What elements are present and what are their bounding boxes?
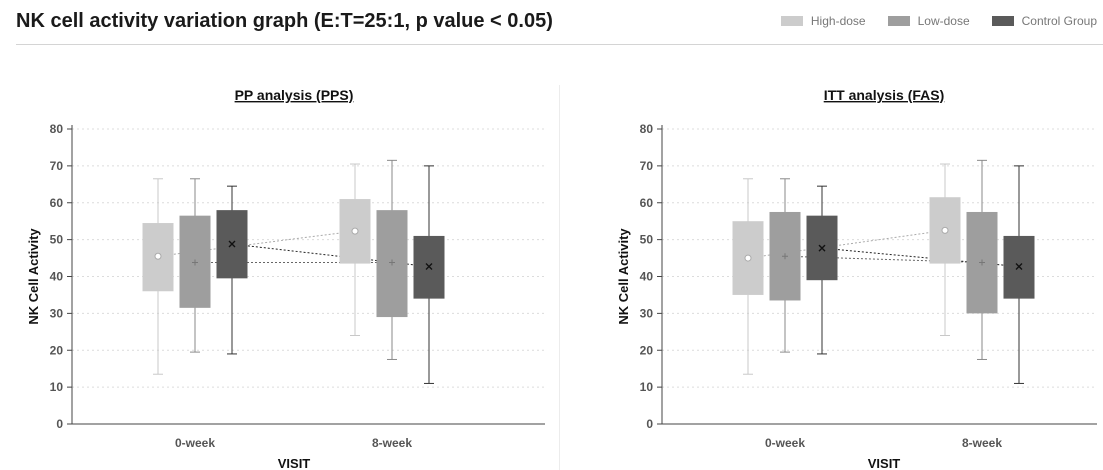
mean-marker-high-dose	[154, 252, 162, 260]
y-tick-label: 30	[640, 306, 654, 320]
y-tick-label: 60	[640, 196, 654, 210]
y-tick-label: 60	[50, 196, 64, 210]
legend-swatch-high-dose	[780, 16, 803, 26]
mean-marker-low-dose	[782, 253, 788, 260]
y-tick-label: 50	[640, 233, 654, 247]
y-tick-label: 40	[50, 270, 64, 284]
chart-panel-1: 0 10 20 30 40 50 60 70 80 PP analysis (PPS) NK Cel…	[26, 87, 545, 470]
mean-marker-control-group	[818, 244, 826, 252]
legend-swatch-control-group	[991, 16, 1014, 26]
mean-marker-high-dose	[351, 227, 359, 235]
mean-marker-high-dose	[941, 226, 949, 234]
x-axis-label: VISIT	[868, 456, 901, 470]
mean-marker-control-group	[425, 263, 433, 271]
mean-marker-control-group	[1015, 263, 1023, 271]
panel-title: PP analysis (PPS)	[235, 87, 354, 103]
legend-item-high-dose: High-dose	[780, 14, 866, 28]
x-tick-label: 8-week	[962, 436, 1002, 450]
mean-marker-control-group	[228, 240, 236, 248]
y-tick-label: 20	[50, 343, 64, 357]
x-tick-label: 0-week	[175, 436, 215, 450]
y-tick-label: 70	[50, 159, 64, 173]
mean-marker-high-dose	[744, 254, 752, 262]
panel-divider	[559, 85, 560, 470]
y-tick-label: 10	[640, 380, 654, 394]
legend-item-low-dose: Low-dose	[887, 14, 970, 28]
y-tick-label: 0	[646, 417, 653, 431]
panel-title: ITT analysis (FAS)	[824, 87, 945, 103]
legend-label-control-group: Control Group	[1021, 14, 1097, 28]
chart-legend: High-dose Low-dose Control Group	[780, 14, 1097, 28]
chart-panel-2: 0 10 20 30 40 50 60 70 80 ITT analysis (FAS) NK Ce…	[616, 87, 1097, 470]
x-axis-label: VISIT	[278, 456, 311, 470]
legend-swatch-low-dose	[887, 16, 910, 26]
y-tick-label: 20	[640, 343, 654, 357]
title-divider	[16, 44, 1103, 45]
y-tick-label: 50	[50, 233, 64, 247]
legend-item-control-group: Control Group	[991, 14, 1097, 28]
mean-marker-low-dose	[979, 259, 985, 266]
mean-marker-low-dose	[192, 259, 198, 266]
legend-label-low-dose: Low-dose	[917, 14, 970, 28]
y-tick-label: 80	[50, 122, 64, 136]
legend-label-high-dose: High-dose	[810, 14, 866, 28]
x-tick-label: 0-week	[765, 436, 805, 450]
y-tick-label: 70	[640, 159, 654, 173]
y-tick-label: 30	[50, 306, 64, 320]
y-tick-label: 40	[640, 270, 654, 284]
y-axis-label: NK Cell Activity	[26, 228, 41, 325]
y-tick-label: 80	[640, 122, 654, 136]
x-tick-label: 8-week	[372, 436, 412, 450]
y-tick-label: 10	[50, 380, 64, 394]
mean-marker-low-dose	[389, 259, 395, 266]
y-tick-label: 0	[56, 417, 63, 431]
y-axis-label: NK Cell Activity	[616, 228, 631, 325]
page-title: NK cell activity variation graph (E:T=25…	[16, 10, 553, 32]
